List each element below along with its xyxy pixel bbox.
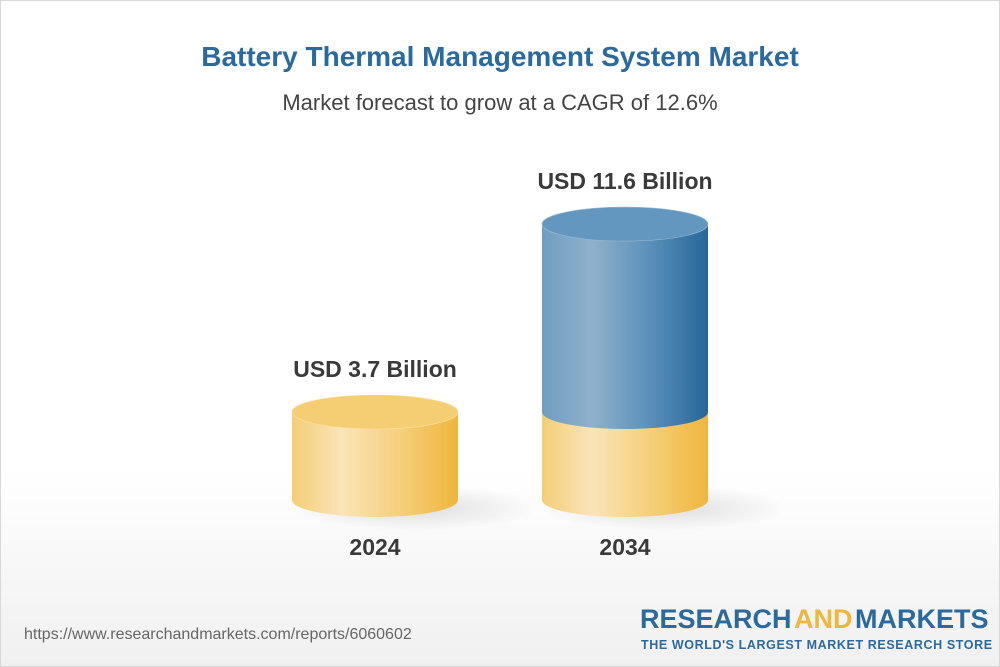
logo-tagline: THE WORLD'S LARGEST MARKET RESEARCH STOR…	[641, 638, 993, 652]
cylinder-top-2034	[541, 206, 709, 242]
logo-text-research: RESEARCH	[640, 604, 792, 634]
x-tick-2034: 2034	[599, 534, 650, 560]
chart-subtitle: Market forecast to grow at a CAGR of 12.…	[282, 90, 718, 115]
logo-text-and: AND	[794, 604, 853, 634]
chart-title: Battery Thermal Management System Market	[201, 41, 799, 72]
x-tick-2024: 2024	[349, 534, 400, 560]
cylinder-top-2024	[291, 394, 459, 430]
source-url: https://www.researchandmarkets.com/repor…	[24, 626, 412, 643]
cylinder-growth-2034	[542, 207, 708, 429]
logo-text-markets: MARKETS	[855, 604, 989, 634]
data-label-2034: USD 11.6 Billion	[537, 168, 712, 194]
data-label-2024: USD 3.7 Billion	[293, 356, 457, 382]
